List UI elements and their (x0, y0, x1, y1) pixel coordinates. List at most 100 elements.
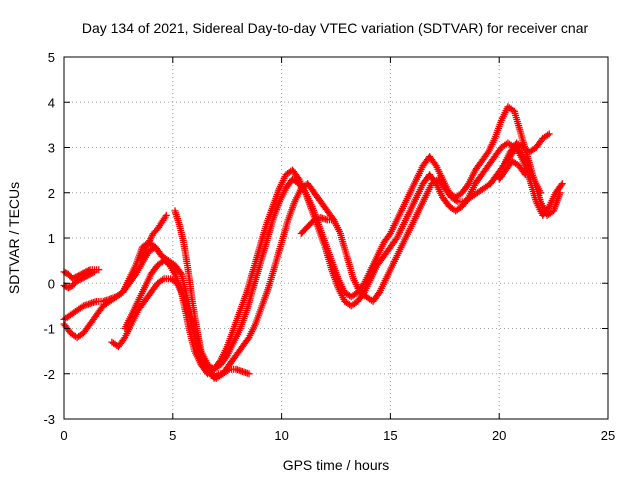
data-point (145, 231, 156, 246)
data-point (539, 131, 552, 142)
data-point (395, 236, 409, 256)
data-point (119, 277, 132, 296)
data-point (86, 312, 100, 328)
data-point (360, 268, 374, 287)
y-tick-label: -2 (43, 367, 55, 382)
data-point (271, 241, 285, 269)
data-point (86, 269, 97, 278)
series-track-10 (500, 130, 553, 170)
data-point (82, 271, 93, 280)
data-point (543, 208, 556, 219)
data-point (73, 330, 86, 342)
data-point (151, 243, 165, 259)
data-point (243, 268, 257, 296)
data-point (471, 172, 485, 188)
data-point (162, 211, 170, 219)
series-track-11 (495, 157, 529, 183)
data-point (77, 269, 88, 278)
y-tick-label: 1 (48, 231, 55, 246)
tick-layer: 0 5 10 15 20 25 -3 -2 -1 0 1 2 3 4 5 (43, 50, 615, 443)
data-point (441, 184, 454, 200)
data-point (223, 340, 237, 360)
series-track-8 (171, 207, 253, 382)
y-tick-label: -1 (43, 322, 55, 337)
series-track-9 (297, 214, 338, 237)
y-tick-label: 2 (48, 186, 55, 201)
data-point (432, 162, 446, 181)
data-point (550, 191, 563, 215)
data-point (515, 162, 528, 177)
y-tick-label: 3 (48, 141, 55, 156)
data-point (545, 191, 559, 210)
data-point (186, 315, 200, 344)
data-point (215, 370, 225, 378)
data-point (369, 290, 382, 305)
data-point (302, 189, 315, 208)
data-point (328, 257, 341, 281)
data-point (373, 241, 387, 260)
data-point (245, 370, 253, 378)
data-point (217, 353, 230, 369)
data-point (249, 245, 263, 274)
data-point (93, 303, 106, 319)
data-point (493, 163, 506, 179)
data-point (304, 217, 317, 231)
data-point (552, 181, 565, 197)
data-point (121, 313, 134, 332)
data-point (134, 286, 148, 305)
data-point (256, 241, 270, 269)
data-point (125, 263, 139, 283)
data-point (171, 207, 183, 226)
data-point (154, 276, 166, 287)
data-point (526, 145, 539, 156)
x-tick-label: 5 (169, 428, 176, 443)
data-point (128, 308, 141, 328)
data-point (434, 175, 448, 191)
data-point (275, 173, 289, 192)
data-point (141, 272, 154, 292)
data-point (558, 180, 566, 188)
data-point (454, 198, 466, 206)
data-point (256, 223, 270, 251)
data-point (191, 347, 204, 367)
data-point (465, 168, 478, 188)
data-point (323, 216, 336, 224)
data-point (526, 175, 540, 204)
data-point (386, 236, 400, 251)
data-point (188, 297, 200, 330)
y-tick-label: 5 (48, 50, 55, 65)
data-point (349, 275, 363, 294)
data-point (230, 326, 243, 346)
data-point (415, 195, 428, 215)
data-point (473, 185, 486, 197)
data-point (484, 154, 498, 170)
data-point (154, 220, 165, 233)
data-point (210, 371, 221, 382)
data-point (232, 344, 245, 360)
data-point (328, 266, 341, 290)
data-point (291, 186, 304, 206)
data-point (132, 261, 145, 278)
data-point (258, 286, 272, 310)
data-point (380, 245, 393, 260)
data-point (297, 224, 310, 237)
data-point (147, 281, 160, 296)
data-point (343, 252, 357, 281)
data-point (491, 118, 505, 142)
y-tick-label: -3 (43, 412, 55, 427)
data-point (491, 145, 504, 161)
data-point (447, 193, 460, 205)
data-point (93, 297, 105, 305)
x-tick-label: 10 (274, 428, 288, 443)
data-point (400, 191, 413, 210)
data-point (193, 325, 205, 353)
data-point (269, 200, 283, 224)
data-point (413, 182, 426, 201)
data-point (497, 105, 511, 124)
data-point (149, 227, 160, 237)
x-axis-label: GPS time / hours (283, 457, 390, 473)
data-point (321, 239, 335, 263)
data-point (82, 266, 93, 276)
data-point (167, 261, 179, 272)
